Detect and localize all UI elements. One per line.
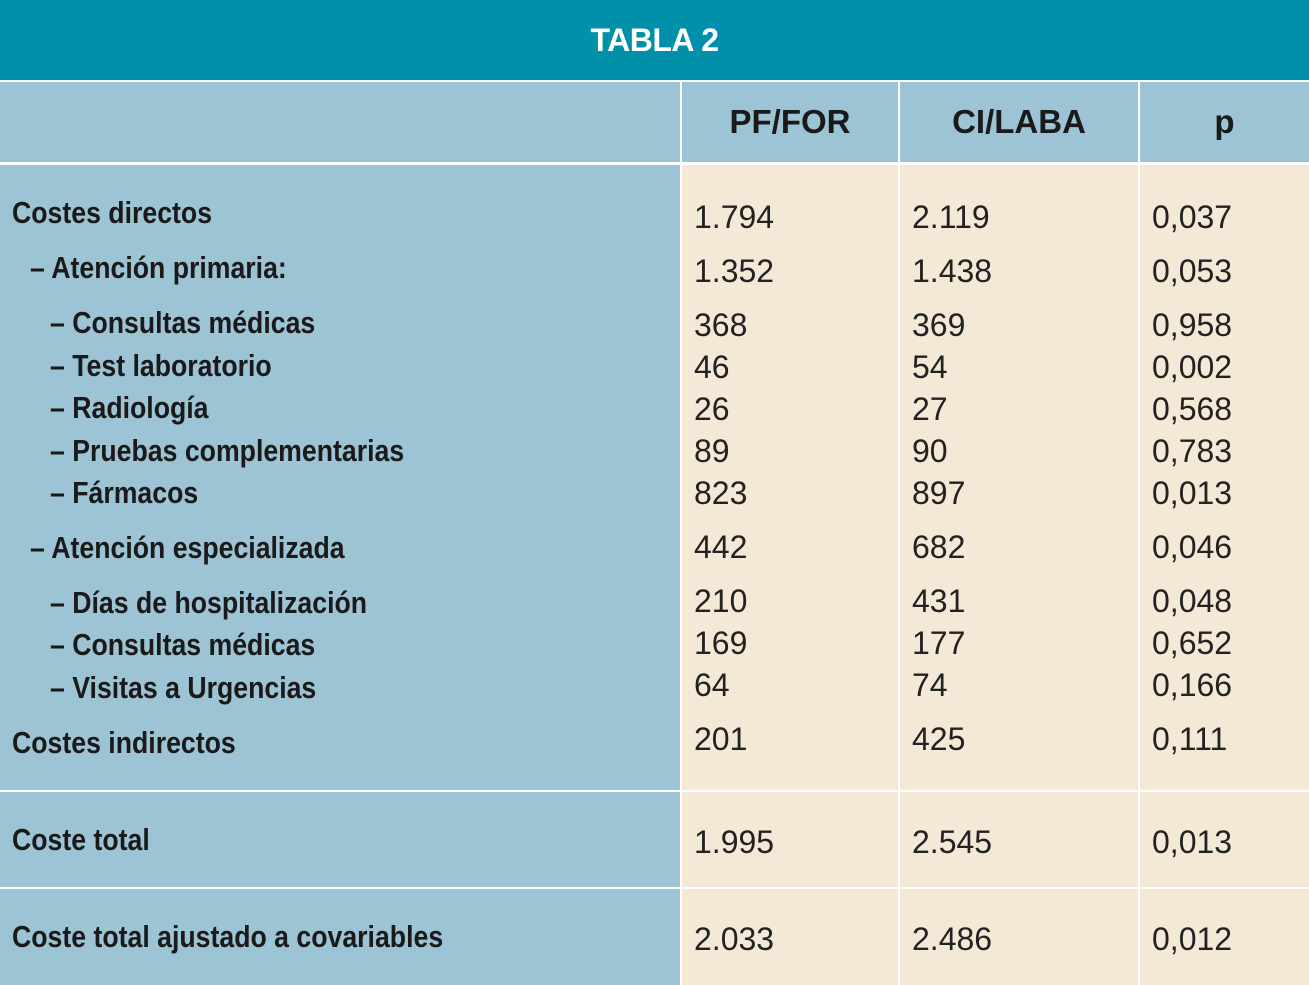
row-ci-laba-value: 1.438 (912, 253, 993, 289)
adjusted-pf-bg (682, 889, 898, 985)
row-p-value: 0,958 (1152, 307, 1233, 343)
total-p-bg (1140, 792, 1309, 887)
adjusted-p-bg (1140, 889, 1309, 985)
row-p-value: 0,652 (1152, 625, 1233, 661)
adjusted-label-bg (0, 889, 680, 985)
row-label: Costes indirectos (12, 725, 236, 760)
row-p-value: 0,048 (1152, 583, 1233, 619)
header-p: p (1140, 82, 1309, 162)
row-label: – Pruebas complementarias (50, 433, 405, 468)
total-label: Coste total (12, 822, 150, 857)
row-ci-laba-value: 369 (912, 307, 966, 343)
row-pf-for-value: 1.352 (694, 253, 775, 289)
row-pf-for-value: 1.794 (694, 199, 775, 235)
row-ci-laba-value: 74 (912, 667, 948, 703)
row-label: – Test laboratorio (50, 348, 272, 383)
row-ci-laba-value: 54 (912, 349, 948, 385)
row-pf-for-value: 26 (694, 391, 730, 427)
table-title: TABLA 2 (0, 0, 1309, 80)
row-p-value: 0,013 (1152, 475, 1233, 511)
row-p-value: 0,037 (1152, 199, 1233, 235)
row-p-value: 0,166 (1152, 667, 1233, 703)
header-pf-for: PF/FOR (682, 82, 898, 162)
total-pf-bg (682, 792, 898, 887)
row-label: – Días de hospitalización (50, 585, 368, 620)
pf-for-column-bg (682, 165, 898, 790)
adjusted-pf-for-value: 2.033 (694, 921, 775, 957)
total-pf-for-value: 1.995 (694, 824, 775, 860)
row-ci-laba-value: 897 (912, 475, 966, 511)
row-ci-laba-value: 682 (912, 529, 966, 565)
row-p-value: 0,053 (1152, 253, 1233, 289)
header-empty-cell (0, 82, 680, 162)
row-pf-for-value: 169 (694, 625, 748, 661)
row-label: – Visitas a Urgencias (50, 670, 317, 705)
total-label-bg (0, 792, 680, 887)
row-pf-for-value: 823 (694, 475, 748, 511)
adjusted-label: Coste total ajustado a covariables (12, 919, 444, 954)
row-ci-laba-value: 177 (912, 625, 966, 661)
row-label: – Radiología (50, 390, 209, 425)
row-label: – Atención especializada (30, 530, 345, 565)
row-pf-for-value: 64 (694, 667, 730, 703)
row-label: – Atención primaria: (30, 250, 287, 285)
row-p-value: 0,046 (1152, 529, 1233, 565)
total-ci-bg (900, 792, 1138, 887)
header-ci-laba: CI/LABA (900, 82, 1138, 162)
adjusted-ci-bg (900, 889, 1138, 985)
row-pf-for-value: 442 (694, 529, 748, 565)
row-p-value: 0,111 (1152, 721, 1228, 757)
p-column-bg (1140, 165, 1309, 790)
row-ci-laba-value: 431 (912, 583, 966, 619)
row-pf-for-value: 210 (694, 583, 748, 619)
row-pf-for-value: 89 (694, 433, 730, 469)
row-pf-for-value: 46 (694, 349, 730, 385)
row-ci-laba-value: 425 (912, 721, 966, 757)
row-label: – Consultas médicas (50, 305, 316, 340)
row-pf-for-value: 201 (694, 721, 748, 757)
adjusted-ci-laba-value: 2.486 (912, 921, 993, 957)
row-ci-laba-value: 2.119 (912, 199, 990, 235)
label-column-bg (0, 165, 680, 790)
row-label: Costes directos (12, 195, 213, 230)
adjusted-p-value: 0,012 (1152, 921, 1233, 957)
row-label: – Fármacos (50, 475, 199, 510)
row-p-value: 0,783 (1152, 433, 1233, 469)
row-ci-laba-value: 27 (912, 391, 948, 427)
row-label: – Consultas médicas (50, 627, 316, 662)
total-ci-laba-value: 2.545 (912, 824, 993, 860)
row-ci-laba-value: 90 (912, 433, 948, 469)
total-p-value: 0,013 (1152, 824, 1233, 860)
ci-laba-column-bg (900, 165, 1138, 790)
row-pf-for-value: 368 (694, 307, 748, 343)
row-p-value: 0,568 (1152, 391, 1233, 427)
row-p-value: 0,002 (1152, 349, 1233, 385)
